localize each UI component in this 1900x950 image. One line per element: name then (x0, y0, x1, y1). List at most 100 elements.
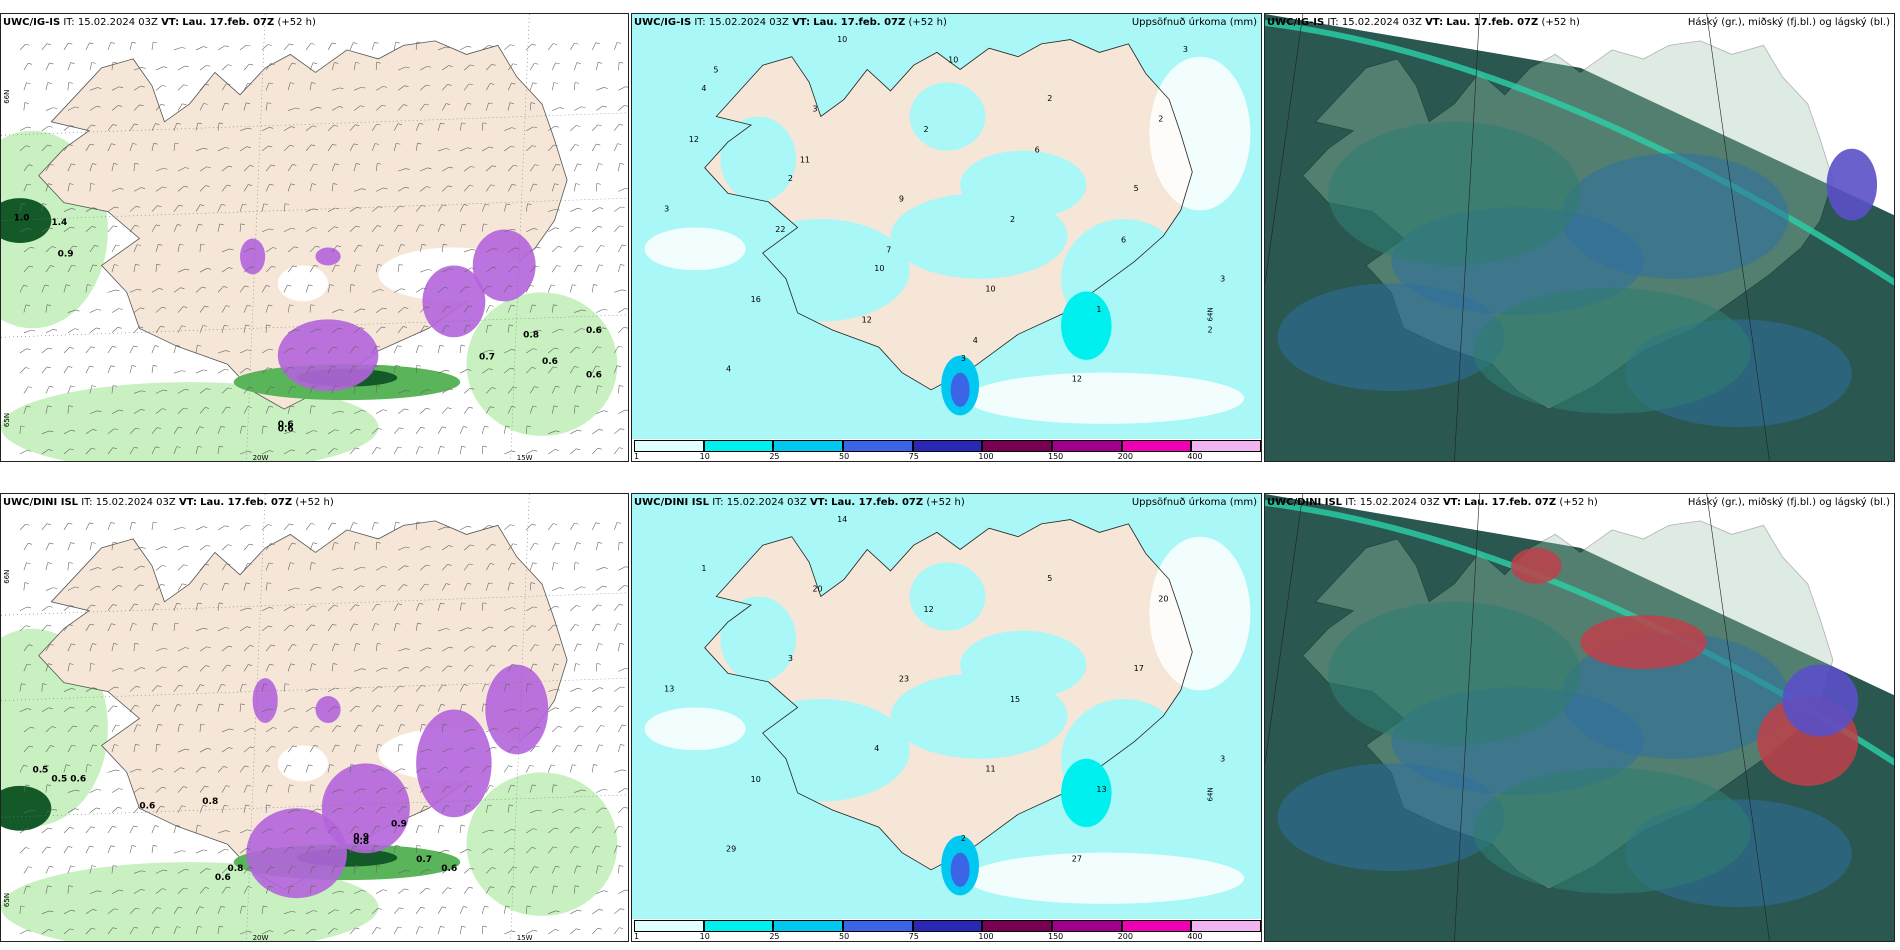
wind-barb (265, 664, 270, 672)
wind-barb-flag (287, 764, 292, 767)
wind-barb-flag (440, 446, 445, 448)
wind-barb-flag (361, 410, 366, 412)
wind-barb (129, 206, 137, 212)
wind-barb (261, 765, 267, 773)
wind-barb-flag (206, 166, 211, 169)
wind-barb-flag (439, 344, 444, 347)
wind-barb-flag (92, 429, 97, 431)
precip-amount-label: 0.7 (479, 353, 495, 363)
wind-barb-flag (91, 226, 96, 228)
wind-barb-flag (625, 308, 628, 310)
wind-barb (507, 804, 510, 813)
wind-barb-flag (513, 746, 518, 748)
wind-barb-flag (246, 848, 251, 850)
map-panel-precip: 4 2 10 3 2 5 3 4 3 9 10 12 2 3 16 10 2 2 1 3 12 22 12 10 6 6 2 5 11 7… (631, 13, 1262, 462)
wind-barb (85, 448, 92, 455)
wind-barb (618, 105, 625, 111)
wind-barb-flag (26, 82, 31, 85)
wind-barb (195, 602, 199, 611)
wind-barb-flag (26, 606, 32, 609)
wind-barb-flag (602, 585, 607, 588)
wind-barb-flag (575, 405, 580, 407)
wind-barb (111, 724, 117, 733)
wind-barb (305, 707, 313, 713)
init-time: 15.02.2024 03Z (726, 497, 807, 508)
wind-barb-flag (356, 264, 361, 266)
wind-barb (155, 104, 162, 111)
wind-barb-flag (92, 687, 97, 689)
wind-barb-flag (312, 227, 317, 229)
wind-barb-flag (131, 845, 137, 847)
wind-barb (596, 308, 604, 313)
precip-value-label: 13 (664, 685, 674, 694)
wind-barb (305, 624, 312, 632)
wind-barb (151, 623, 155, 632)
wind-barb (199, 388, 207, 394)
wind-barb-flag (536, 726, 541, 729)
wind-barb-flag (492, 746, 497, 749)
wind-barb (485, 804, 489, 813)
wind-barb-flag (156, 263, 161, 266)
precip-value-label: 2 (1010, 215, 1015, 224)
wind-barb-flag (424, 103, 429, 106)
wind-barb-flag (467, 525, 472, 528)
wind-barb (23, 726, 31, 733)
wind-barb-flag (505, 905, 510, 908)
wind-barb (133, 565, 141, 571)
wind-barb-flag (137, 768, 142, 771)
wind-barb (529, 63, 535, 71)
wind-barb-flag (249, 645, 254, 647)
wind-barb (89, 183, 91, 192)
map-panel-wind: 1.0 1.4 0.9 0.6 0.8 0.6 0.6 0.7 0.6 0.6 20W 15W 66N 6… (0, 13, 629, 462)
wind-barb-flag (91, 865, 96, 867)
wind-barb-flag (27, 708, 32, 710)
wind-barb (243, 406, 248, 414)
wind-barb (63, 366, 69, 374)
wind-barb (437, 122, 441, 131)
wind-barb (85, 207, 94, 212)
wind-barb (41, 764, 46, 773)
wind-barb (504, 146, 511, 152)
wind-barb-flag (73, 725, 78, 728)
wind-barb (199, 325, 204, 333)
graticule-line (1, 112, 628, 136)
wind-barb-flag (598, 226, 603, 228)
wind-barb-flag (511, 562, 516, 565)
wind-barb (551, 82, 555, 91)
wind-barb-flag (249, 165, 254, 167)
wind-barb (375, 307, 383, 313)
wind-barb (507, 102, 511, 111)
wind-barb-flag (576, 62, 581, 64)
wind-barb (397, 565, 405, 571)
map-canvas (1265, 14, 1894, 461)
wind-barb-flag (510, 847, 515, 850)
wind-barb-flag (416, 521, 421, 524)
wind-barb-flag (466, 804, 471, 807)
wind-barb (464, 747, 472, 753)
wind-barb (129, 288, 138, 293)
wind-barb (261, 348, 270, 354)
wind-barb (89, 585, 97, 591)
wind-barb-flag (202, 805, 208, 807)
wind-barb-flag (553, 885, 558, 888)
wind-barb-flag (185, 748, 190, 751)
wind-barb-flag (224, 582, 229, 585)
wind-barb-flag (155, 603, 160, 605)
wind-barb (173, 527, 182, 531)
wind-barb (155, 647, 164, 652)
wind-barb (45, 107, 54, 111)
wind-barb (595, 663, 598, 672)
wind-barb-flag (25, 367, 30, 369)
wind-barb (529, 644, 536, 652)
wind-barb (592, 604, 598, 611)
wind-barb-flag (113, 643, 118, 645)
wind-barb-flag (110, 845, 115, 848)
wind-barb (67, 82, 70, 91)
wind-barb-flag (153, 622, 158, 625)
wind-barb-flag (421, 685, 426, 687)
wind-barb-flag (176, 602, 181, 605)
wind-barb (151, 685, 158, 692)
wind-barb (133, 870, 142, 874)
wind-barb-flag (356, 686, 361, 689)
wind-barb (19, 765, 24, 773)
